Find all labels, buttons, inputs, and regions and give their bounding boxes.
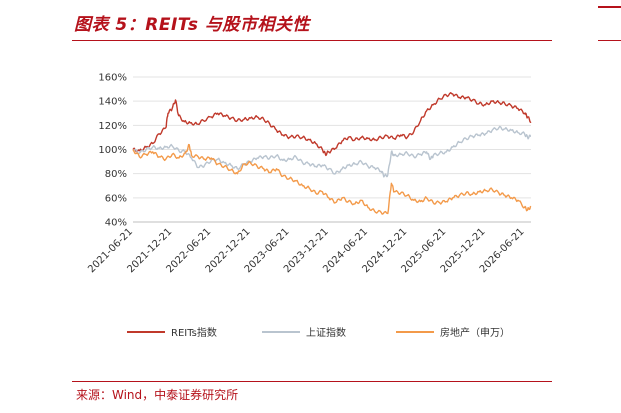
- series-line-2: [132, 125, 532, 178]
- source-note: 来源：Wind，中泰证券研究所: [76, 388, 239, 402]
- adjacent-column-rule-lower: [598, 40, 621, 41]
- legend-label-2: 上证指数: [306, 326, 346, 339]
- title-divider: [72, 40, 552, 41]
- series-line-1: [132, 92, 532, 157]
- figure-title: 图表 5：REITs 与股市相关性: [74, 15, 310, 35]
- y-tick-label: 80%: [105, 169, 127, 180]
- y-tick-label: 160%: [98, 73, 127, 84]
- y-tick-label: 120%: [98, 121, 127, 132]
- y-tick-label: 60%: [105, 193, 127, 204]
- y-axis: 40% 60% 80% 100% 120% 140% 160%: [98, 73, 127, 229]
- y-tick-label: 140%: [98, 97, 127, 108]
- y-tick-label: 40%: [105, 218, 127, 229]
- figure-title-bar: 图表 5：REITs 与股市相关性: [72, 6, 552, 41]
- adjacent-column-rule: [598, 6, 621, 8]
- legend: REITs指数 上证指数 房地产（申万）: [127, 326, 510, 339]
- source-divider: [72, 381, 552, 382]
- series-line-3: [132, 143, 532, 215]
- y-tick-label: 100%: [98, 145, 127, 156]
- legend-label-1: REITs指数: [171, 326, 217, 339]
- x-axis: 2021-06-212021-12-212022-06-212022-12-21…: [86, 221, 531, 275]
- series-layer: [132, 92, 532, 215]
- legend-label-3: 房地产（申万）: [440, 326, 510, 339]
